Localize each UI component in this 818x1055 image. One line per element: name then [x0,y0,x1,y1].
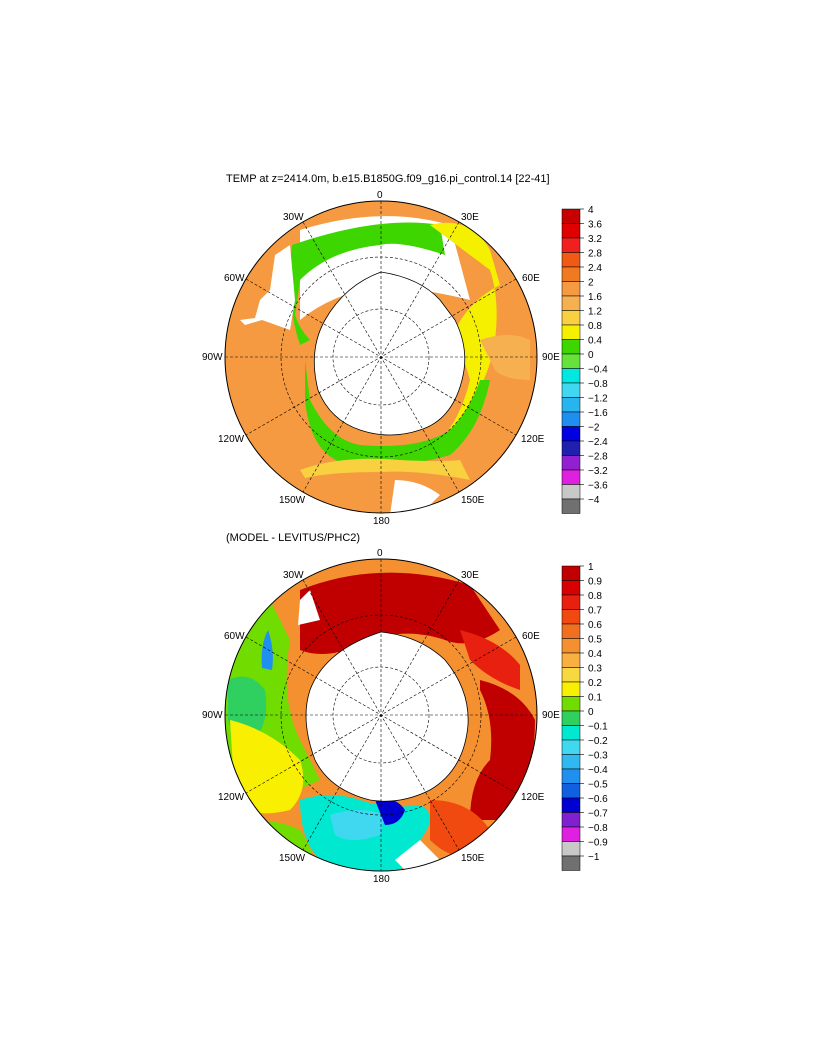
panel-2-map-border [224,558,538,872]
colorbar-tick-label: 0.4 [588,336,602,347]
colorbar-tick-label: −1 [588,852,600,863]
colorbar-tick-label: 0.9 [588,577,602,588]
colorbar-tick-label: 4 [588,205,594,216]
colorbar-tick-label: 1.2 [588,307,602,318]
panel-2-colorbar: 1 0.9 0.8 0.7 0.6 0.5 0.4 0.3 0.2 0.1 0 −0.1 −0.2 −0.… [561,562,608,871]
panel-1-lon-label-60w: 60W [224,273,245,284]
panel-1-lon-label-90e: 90E [542,352,560,363]
colorbar-tick-label: 2 [588,278,594,289]
colorbar-swatch [561,725,581,741]
colorbar-swatch [561,826,581,842]
panel-2-lon-label-90w: 90W [202,710,223,721]
panel-1-map-border [224,200,538,514]
colorbar-tick-label: −0.8 [588,379,608,390]
panel-1-lon-label-120e: 120E [521,434,545,445]
panel-2-lon-label-0: 0 [377,548,383,559]
colorbar-tick-label: −2.4 [588,437,608,448]
panel-2-lon-label-60e: 60E [522,631,540,642]
panel-2-lon-label-180: 180 [373,874,390,885]
colorbar-swatch [561,594,581,610]
colorbar-swatch [561,580,581,596]
colorbar-tick-label: 0.5 [588,635,602,646]
colorbar-tick-label: 0.4 [588,649,602,660]
colorbar-swatch [561,623,581,639]
colorbar-tick-label: 0.6 [588,620,602,631]
panel-2-graticule [225,559,537,871]
colorbar-tick-label: 3.6 [588,220,602,231]
panel-2-lon-label-30w: 30W [283,570,304,581]
colorbar-swatch [561,841,581,857]
panel-1-lon-label-150w: 150W [279,495,306,506]
panel-1-lon-label-90w: 90W [202,352,223,363]
colorbar-tick-label: 0.2 [588,678,602,689]
colorbar-swatch [561,797,581,813]
colorbar-tick-label: 0.1 [588,693,602,704]
panel-2-lon-label-30e: 30E [461,570,479,581]
panel-1-title: TEMP at z=2414.0m, b.e15.B1850G.f09_g16.… [226,173,550,185]
colorbar-tick-label: −0.9 [588,838,608,849]
colorbar-swatch [561,652,581,668]
colorbar-tick-label: −0.6 [588,794,608,805]
colorbar-tick-label: −3.2 [588,466,608,477]
colorbar-tick-label: −2.8 [588,452,608,463]
colorbar-tick-label: −3.6 [588,481,608,492]
colorbar-swatch [561,768,581,784]
colorbar-swatch [561,710,581,726]
panel-2-lon-label-150w: 150W [279,853,306,864]
colorbar-swatch [561,739,581,755]
colorbar-tick-label: −0.7 [588,809,608,820]
colorbar-tick-label: 1 [588,562,594,573]
panel-2-title: (MODEL - LEVITUS/PHC2) [226,532,361,544]
colorbar-tick-label: −4 [588,495,600,506]
colorbar-tick-label: 2.8 [588,249,602,260]
colorbar-tick-label: 0 [588,707,594,718]
panel-2-lon-label-90e: 90E [542,710,560,721]
colorbar-swatch [561,667,581,683]
colorbar-tick-label: −1.6 [588,408,608,419]
colorbar-tick-label: −0.8 [588,823,608,834]
colorbar-swatch [561,812,581,828]
panel-2-lon-label-120w: 120W [218,792,245,803]
colorbar-tick-label: −1.2 [588,394,608,405]
panel-1-lon-label-30w: 30W [283,212,304,223]
colorbar-tick-label: −0.3 [588,751,608,762]
colorbar-tick-label: −0.4 [588,765,608,776]
panel-2-lon-label-60w: 60W [224,631,245,642]
panel-1-colorbar: 4 3.6 3.2 2.8 2.4 2 1.6 1.2 0.8 0.4 0 −0.4 −0.8 −1.2 −… [561,205,608,514]
panel-1-lon-label-60e: 60E [522,273,540,284]
colorbar-swatch [561,696,581,712]
colorbar-tick-label: 1.6 [588,292,602,303]
colorbar-tick-label: −2 [588,423,600,434]
colorbar-swatch [561,565,581,581]
colorbar-tick-label: 0.3 [588,664,602,675]
panel-1-lon-label-0: 0 [377,190,383,201]
colorbar-tick-label: 0.8 [588,591,602,602]
panel-1-lon-label-30e: 30E [461,212,479,223]
panel-1-lon-label-150e: 150E [461,495,485,506]
colorbar-swatch [561,783,581,799]
panel-1-graticule [225,201,537,513]
panel-1-lon-label-180: 180 [373,516,390,527]
colorbar-swatch [561,754,581,770]
colorbar-tick-label: −0.2 [588,736,608,747]
colorbar-tick-label: 0.7 [588,606,602,617]
colorbar-tick-label: −0.5 [588,780,608,791]
colorbar-swatch [561,498,581,514]
panel-2-lon-label-120e: 120E [521,792,545,803]
colorbar-tick-label: −0.1 [588,722,608,733]
colorbar-swatch [561,638,581,654]
colorbar-tick-label: 2.4 [588,263,602,274]
panel-1-lon-label-120w: 120W [218,434,245,445]
colorbar-swatch [561,681,581,697]
colorbar-tick-label: 0 [588,350,594,361]
colorbar-swatch [561,609,581,625]
colorbar-swatch [561,855,581,871]
colorbar-tick-label: −0.4 [588,365,608,376]
panel-2-lon-label-150e: 150E [461,853,485,864]
colorbar-tick-label: 3.2 [588,234,602,245]
colorbar-tick-label: 0.8 [588,321,602,332]
